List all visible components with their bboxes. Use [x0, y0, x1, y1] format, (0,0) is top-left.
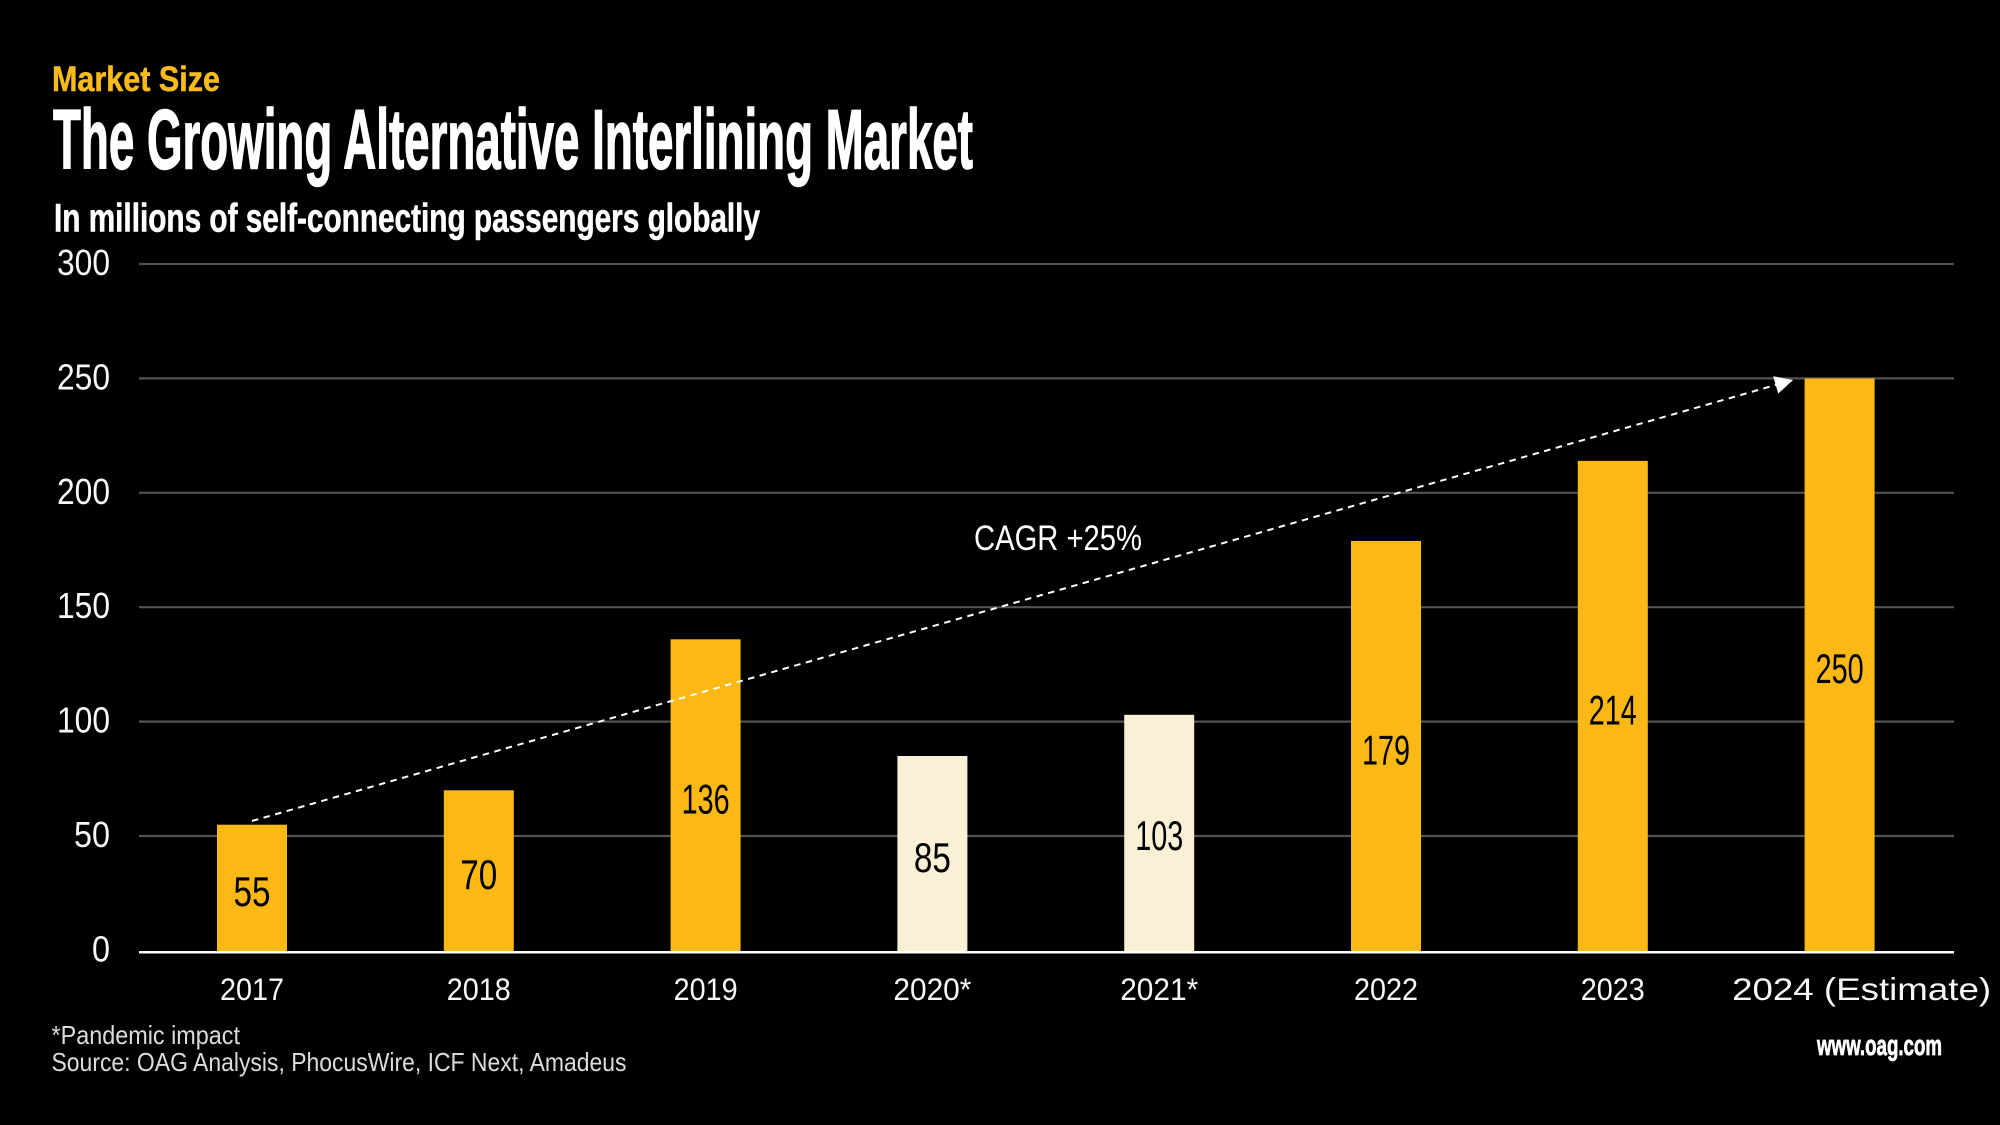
- svg-text:50: 50: [74, 814, 110, 855]
- svg-text:CAGR +25%: CAGR +25%: [974, 519, 1142, 558]
- svg-text:www.oag.com: www.oag.com: [1816, 1030, 1942, 1062]
- svg-text:2023: 2023: [1581, 971, 1645, 1007]
- svg-text:Market Size: Market Size: [52, 60, 220, 99]
- svg-text:55: 55: [234, 868, 271, 915]
- svg-text:2020*: 2020*: [893, 971, 971, 1007]
- svg-text:179: 179: [1362, 726, 1410, 773]
- svg-text:250: 250: [57, 356, 110, 397]
- svg-text:2017: 2017: [220, 971, 284, 1007]
- svg-text:200: 200: [57, 471, 110, 512]
- svg-text:300: 300: [57, 242, 110, 283]
- svg-text:85: 85: [914, 834, 951, 881]
- svg-text:2018: 2018: [447, 971, 511, 1007]
- svg-text:100: 100: [57, 700, 110, 741]
- svg-text:In millions of self-connecting: In millions of self-connecting passenger…: [54, 196, 760, 240]
- svg-text:2019: 2019: [674, 971, 738, 1007]
- svg-text:214: 214: [1589, 686, 1637, 733]
- svg-text:The Growing Alternative Interl: The Growing Alternative Interlining Mark…: [53, 93, 973, 187]
- svg-text:2022: 2022: [1354, 971, 1418, 1007]
- svg-text:103: 103: [1135, 812, 1183, 859]
- svg-text:2021*: 2021*: [1120, 971, 1198, 1007]
- svg-text:70: 70: [460, 851, 497, 898]
- svg-text:250: 250: [1816, 645, 1864, 692]
- svg-text:Source: OAG Analysis, PhocusWi: Source: OAG Analysis, PhocusWire, ICF Ne…: [52, 1047, 627, 1077]
- svg-text:150: 150: [57, 585, 110, 626]
- svg-text:*Pandemic impact: *Pandemic impact: [52, 1020, 241, 1050]
- svg-text:136: 136: [682, 776, 730, 823]
- svg-text:2024 (Estimate): 2024 (Estimate): [1732, 971, 1991, 1007]
- svg-text:0: 0: [92, 929, 110, 970]
